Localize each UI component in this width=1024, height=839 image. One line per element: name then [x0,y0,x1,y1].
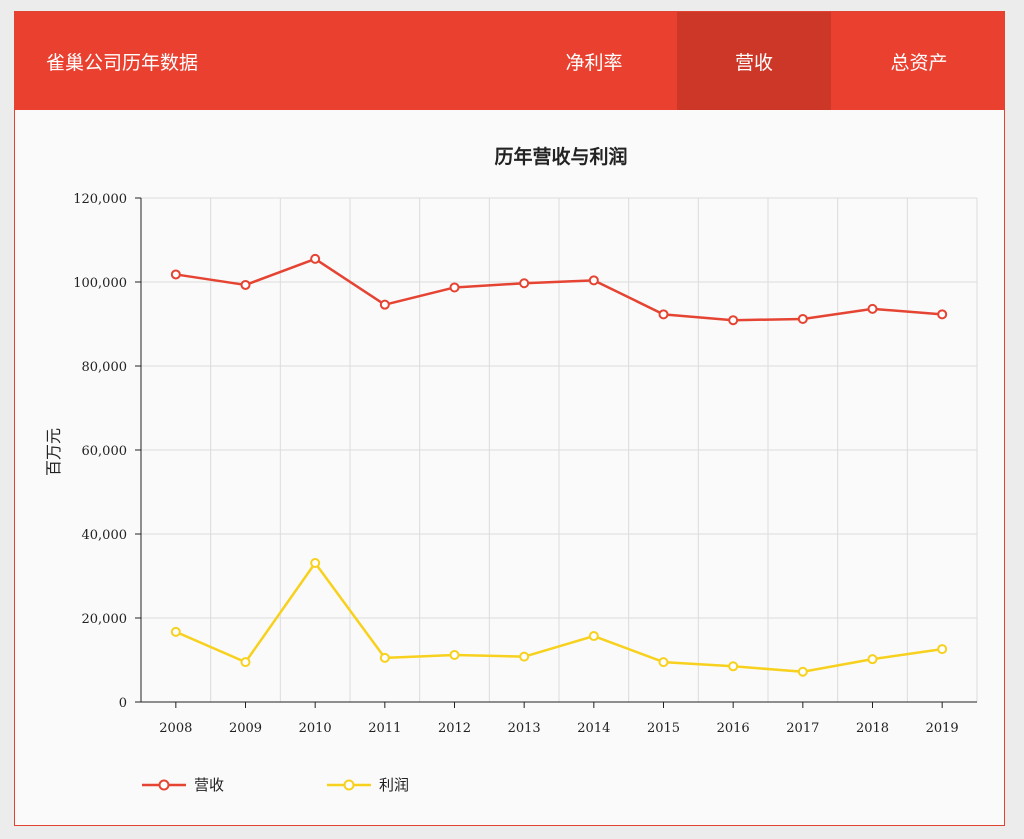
x-tick-label: 2008 [159,721,192,736]
x-tick-label: 2019 [926,721,959,736]
data-point-revenue [728,315,739,326]
data-point-revenue [240,279,251,290]
y-tick-label: 20,000 [82,612,128,627]
data-point-profit [728,661,739,672]
y-axis-label: 百万元 [44,428,63,476]
data-point-revenue [449,282,460,293]
tab-revenue[interactable]: 营收 [677,12,831,110]
legend-marker-revenue [158,779,170,791]
y-tick-label: 0 [119,696,127,711]
data-point-revenue [937,309,948,320]
tab-net-margin[interactable]: 净利率 [516,12,672,110]
legend-label-revenue: 营收 [194,776,224,794]
tab-revenue-label: 营收 [734,51,773,74]
data-point-profit [658,657,669,668]
data-point-profit [240,657,251,668]
data-point-revenue [588,275,599,286]
data-point-revenue [658,309,669,320]
data-point-profit [310,557,321,568]
axes: 0 20,000 40,000 60,000 80,000 100,000 120,000 2… [73,192,977,736]
x-tick-label: 2014 [577,721,610,736]
y-tick-label: 100,000 [73,276,127,291]
x-tick-label: 2016 [717,721,750,736]
top-navbar: 雀巢公司历年数据 净利率 营收 总资产 [15,12,1004,110]
x-tick-label: 2011 [368,721,401,736]
data-point-profit [867,654,878,665]
data-point-profit [170,626,181,637]
data-point-profit [449,649,460,660]
x-tick-label: 2012 [438,721,471,736]
data-point-revenue [310,253,321,264]
data-point-profit [519,651,530,662]
data-point-revenue [519,278,530,289]
tab-total-assets[interactable]: 总资产 [841,12,997,110]
line-chart: 历年营收与利润 百万元 0 20,000 40,000 60,000 80,000 100… [44,145,978,794]
chart-title: 历年营收与利润 [494,145,627,168]
x-tick-label: 2018 [856,721,889,736]
x-tick-label: 2015 [647,721,680,736]
y-tick-label: 60,000 [82,444,128,459]
data-point-revenue [170,269,181,280]
tab-total-assets-label: 总资产 [890,51,948,74]
x-tick-label: 2013 [508,721,541,736]
app-frame: 雀巢公司历年数据 净利率 营收 总资产 历年营收与利润 百万元 0 20,000 4… [14,11,1005,826]
data-point-profit [588,631,599,642]
data-point-revenue [379,299,390,310]
data-point-profit [937,644,948,655]
series-line-revenue [175,257,943,322]
data-point-profit [379,652,390,663]
series-line-profit [175,561,943,674]
y-tick-label: 40,000 [82,528,128,543]
x-tick-label: 2017 [786,721,819,736]
legend-label-profit: 利润 [379,776,409,794]
y-tick-label: 120,000 [73,192,127,207]
data-point-profit [797,666,808,677]
tab-net-margin-label: 净利率 [565,51,623,74]
data-point-revenue [797,313,808,324]
legend-marker-profit [343,779,355,791]
x-tick-label: 2009 [229,721,262,736]
series-group [170,253,948,677]
data-point-revenue [867,303,878,314]
y-tick-label: 80,000 [82,360,128,375]
grid-lines [141,197,978,702]
x-tick-label: 2010 [299,721,332,736]
legend: 营收 利润 [142,776,409,794]
brand-title: 雀巢公司历年数据 [46,52,199,74]
